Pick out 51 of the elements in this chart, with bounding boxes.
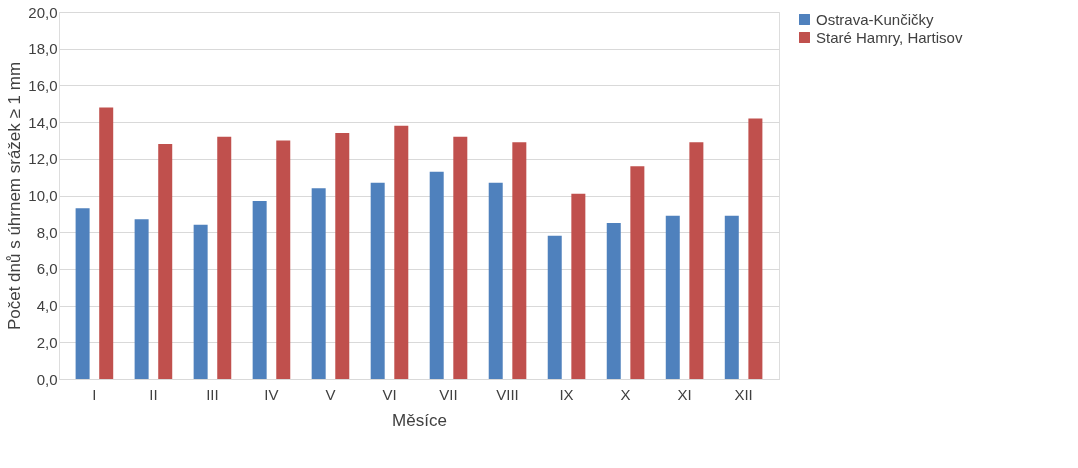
bar [99,107,114,379]
bar [370,182,385,379]
bar [217,136,232,379]
bar [512,142,527,379]
y-axis-title: Počet dnů s úhrnem srážek ≥ 1 mm [5,61,25,331]
y-tick-label: 0,0 [36,370,58,388]
bar [311,188,326,379]
x-tick-label: VII [439,385,458,403]
y-tick-label: 16,0 [28,76,58,94]
y-tick-label: 18,0 [28,40,58,58]
x-tick-label: VI [382,385,397,403]
x-tick-label: I [92,385,97,403]
x-tick-label: IV [264,385,279,403]
x-tick-label: VIII [496,385,519,403]
bar [335,133,350,379]
y-tick-label: 4,0 [36,297,58,315]
bar [429,171,444,379]
x-tick-label: X [620,385,631,403]
x-tick-label: IX [559,385,574,403]
bar [630,166,645,379]
legend-label: Staré Hamry, Hartisov [816,28,963,46]
bar [276,140,291,379]
bar [748,118,763,379]
bar [724,215,739,379]
x-tick-label: V [325,385,336,403]
bar [571,193,586,379]
bar [75,208,90,379]
bar [547,235,562,379]
x-tick-label: II [149,385,158,403]
legend-label: Ostrava-Kunčičky [816,10,935,28]
bar [665,215,680,379]
y-tick-label: 8,0 [36,223,58,241]
bar [394,125,409,379]
bar [606,223,621,379]
y-tick-label: 6,0 [36,260,58,278]
bar [252,201,267,379]
bar [158,144,173,379]
y-tick-label: 2,0 [36,333,58,351]
bar [193,224,208,379]
bar [689,142,704,379]
y-tick-label: 10,0 [28,187,58,204]
y-tick-label: 12,0 [28,150,58,168]
y-tick-label: 20,0 [28,3,58,21]
x-tick-label: III [206,385,219,403]
y-tick-label: 14,0 [28,113,58,131]
x-axis-title: Měsíce [392,410,447,430]
bar [488,182,503,379]
bar [453,136,468,379]
x-tick-label: XI [677,385,692,403]
x-tick-label: XII [734,385,753,403]
bar [134,219,149,379]
